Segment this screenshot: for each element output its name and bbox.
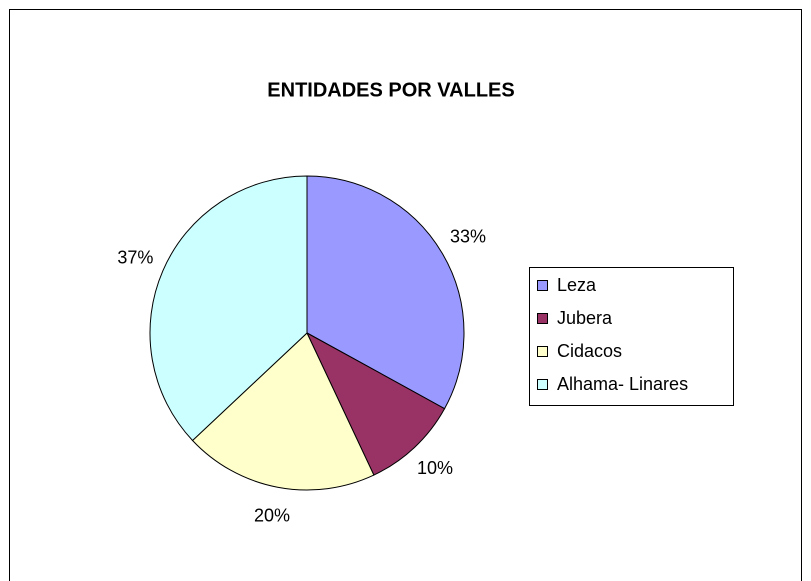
data-label: 10% <box>417 458 453 478</box>
legend-label: Alhama- Linares <box>557 374 688 394</box>
legend-swatch <box>537 346 548 357</box>
legend-label: Cidacos <box>557 341 622 361</box>
pie-slice <box>305 331 446 476</box>
legend-swatch <box>537 379 548 390</box>
data-label: 33% <box>450 227 486 247</box>
pie-slice <box>306 175 465 410</box>
chart-title: ENTIDADES POR VALLES <box>267 79 514 101</box>
legend-box <box>529 267 734 406</box>
pie-slice <box>191 332 375 491</box>
data-label: 20% <box>254 505 290 525</box>
legend-swatch <box>537 280 548 291</box>
data-label: 37% <box>117 247 153 267</box>
legend-swatch <box>537 313 548 324</box>
legend-label: Leza <box>557 275 597 295</box>
pie-slice <box>149 175 308 442</box>
legend-label: Jubera <box>557 308 613 328</box>
